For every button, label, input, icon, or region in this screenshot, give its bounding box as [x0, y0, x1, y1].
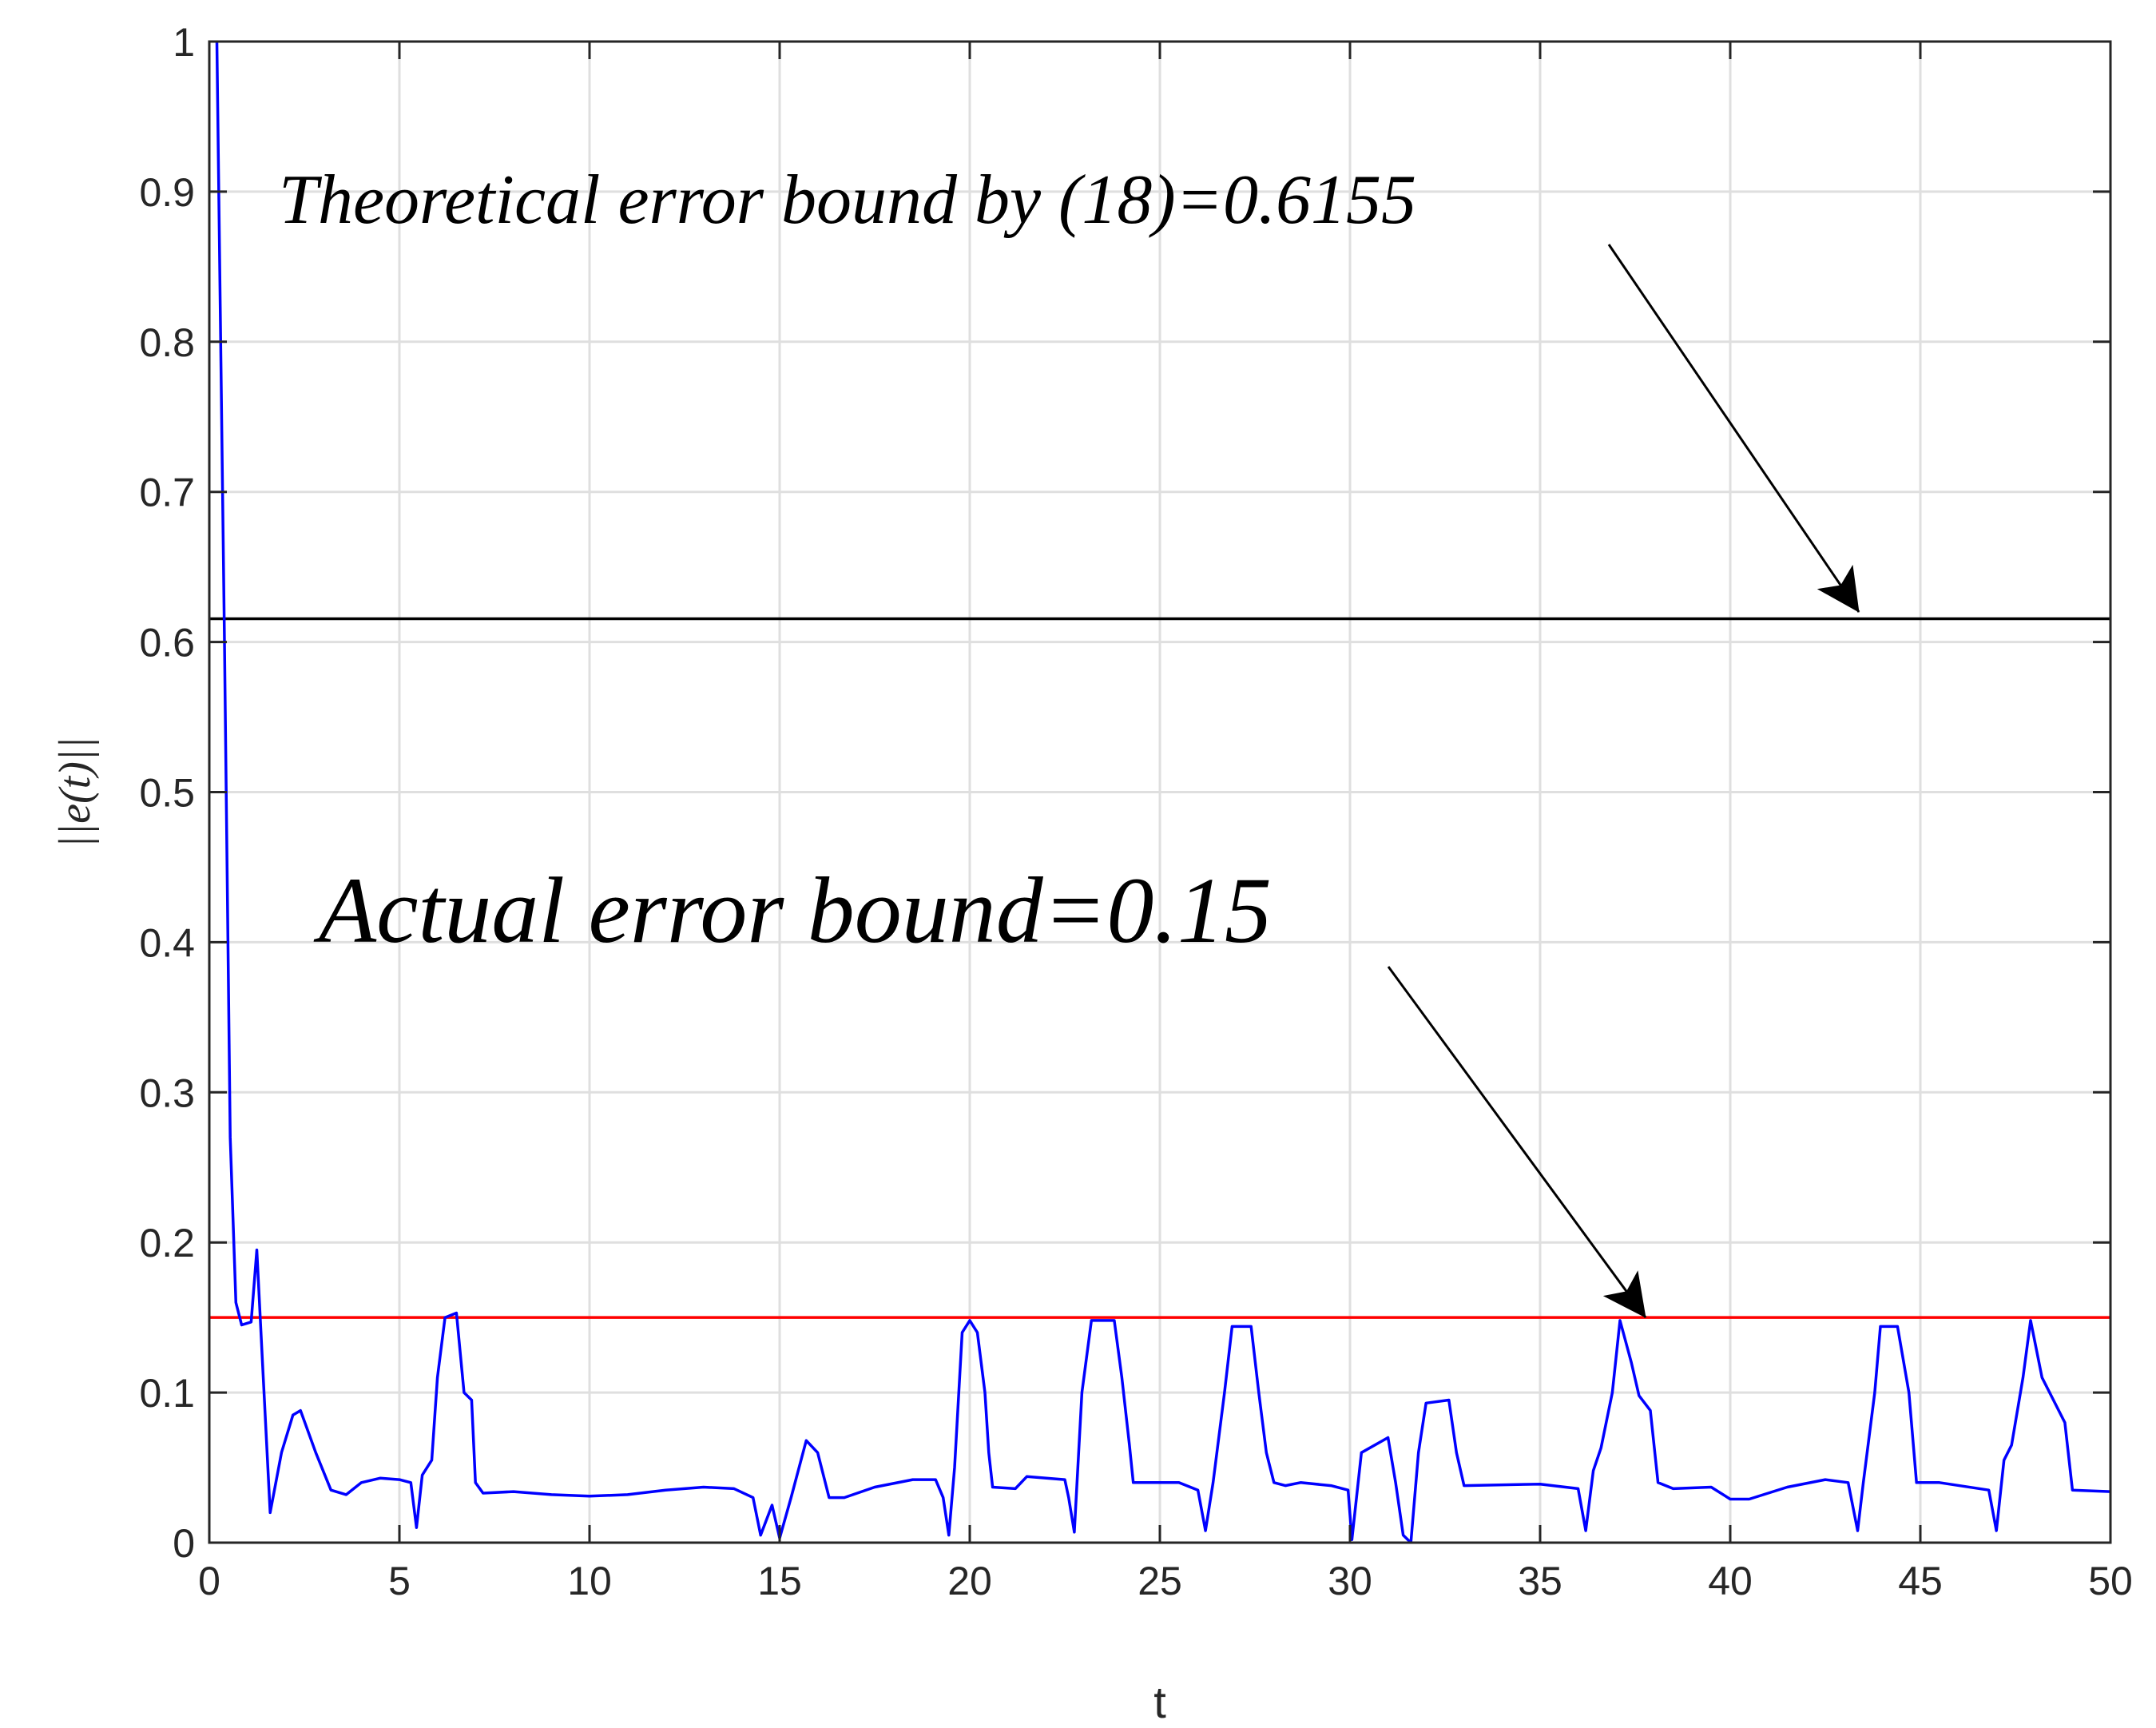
x-tick-label: 20: [947, 1559, 992, 1603]
x-tick-label: 10: [567, 1559, 612, 1603]
x-tick-label: 50: [2088, 1559, 2133, 1603]
y-tick-label: 0.7: [139, 471, 195, 515]
y-tick-label: 0.8: [139, 320, 195, 365]
x-tick-label: 30: [1328, 1559, 1372, 1603]
y-tick-label: 0.3: [139, 1071, 195, 1115]
annotation-arrow: [1607, 244, 1860, 613]
series-line: [215, 42, 2110, 1543]
y-tick-label: 0: [173, 1521, 195, 1566]
annotation: Actual error bound=0.15: [313, 858, 1272, 963]
ticks: 0 5 10 15 20 25 30 35 40 45 50 0 0.1 0.2 0.3 0.4 0.5 0.6 0…: [139, 20, 2132, 1603]
y-tick-label: 0.2: [139, 1221, 195, 1265]
x-tick-label: 35: [1518, 1559, 1562, 1603]
y-tick-label: 0.1: [139, 1371, 195, 1416]
y-tick-label: 0.6: [139, 621, 195, 665]
x-axis-label: t: [1153, 1677, 1166, 1727]
plot: [209, 42, 2110, 1543]
y-tick-label: 0.5: [139, 771, 195, 816]
x-tick-label: 0: [198, 1559, 220, 1603]
y-tick-label: 1: [173, 20, 195, 65]
y-tick-label: 0.4: [139, 920, 195, 965]
x-tick-label: 45: [1898, 1559, 1943, 1603]
y-axis-label: ||e(t)||: [50, 737, 100, 848]
x-tick-label: 15: [757, 1559, 802, 1603]
x-tick-label: 25: [1138, 1559, 1182, 1603]
annotation: Theoretical error bound by (18)=0.6155: [279, 161, 1416, 239]
x-tick-label: 5: [388, 1559, 411, 1603]
y-tick-label: 0.9: [139, 170, 195, 215]
annotation-arrow: [1387, 966, 1647, 1318]
x-tick-label: 40: [1708, 1559, 1753, 1603]
